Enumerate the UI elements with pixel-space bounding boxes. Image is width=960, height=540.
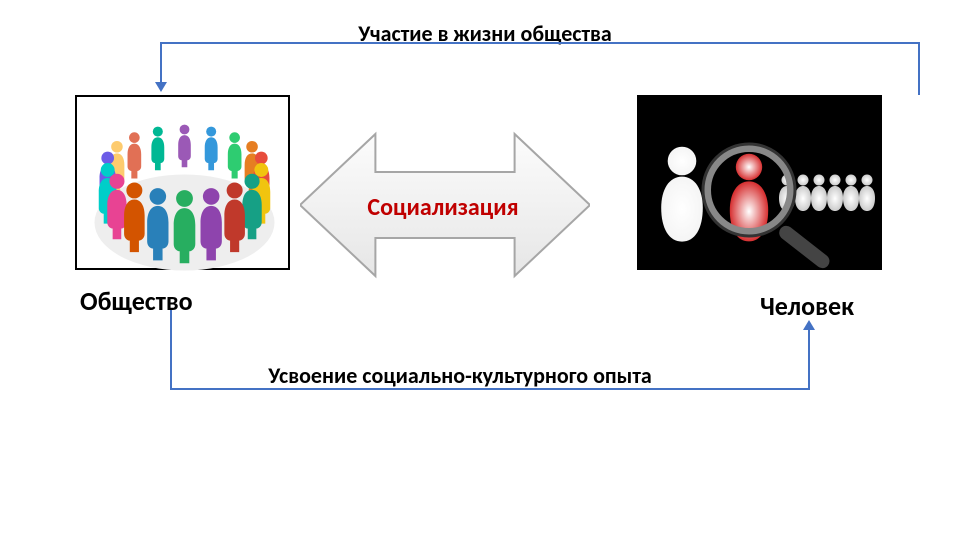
bottom-title: Усвоение социально-культурного опыта [215, 362, 705, 389]
left-label: Общество [80, 285, 193, 317]
right-label: Человек [760, 290, 854, 322]
left-image-box [75, 95, 290, 270]
right-image-box [637, 95, 882, 270]
center-label: Социализация [343, 193, 543, 222]
